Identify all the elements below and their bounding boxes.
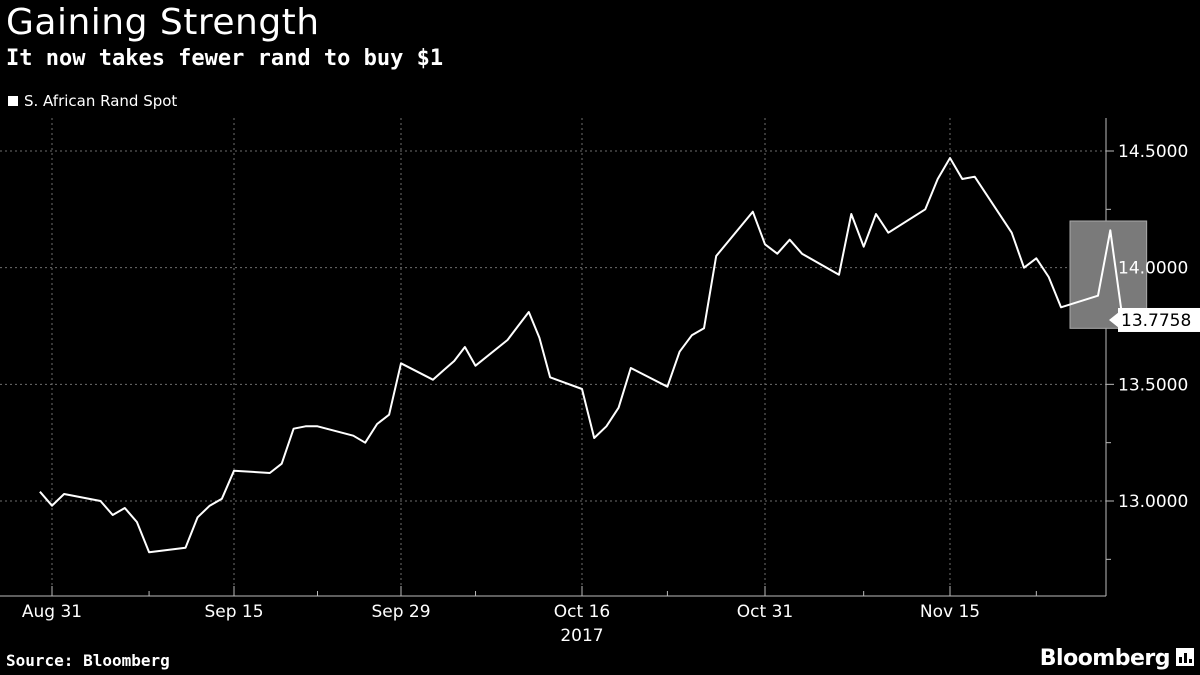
y-tick-label: 14.0000 <box>1118 259 1188 279</box>
legend: S. African Rand Spot <box>8 92 177 110</box>
series <box>39 157 1148 554</box>
x-tick-label: Sep 15 <box>204 602 263 622</box>
y-tick-label: 14.5000 <box>1118 142 1188 162</box>
source-note: Source: Bloomberg <box>6 651 170 670</box>
grid <box>0 118 1106 596</box>
chart-title: Gaining Strength <box>6 2 320 43</box>
y-tick-label: 13.5000 <box>1118 375 1188 395</box>
brand-logo-text: Bloomberg <box>1039 646 1171 671</box>
series-line-rand-spot <box>39 157 1124 554</box>
tick-labels: 14.5000 14.0000 13.5000 13.0000 13.7758 Aug 3… <box>22 142 1200 646</box>
legend-swatch <box>8 96 18 106</box>
y-tick-label: 13.0000 <box>1118 492 1188 512</box>
bloomberg-chart-icon <box>1176 648 1194 666</box>
x-year-label: 2017 <box>560 626 603 646</box>
last-value-label: 13.7758 <box>1121 311 1191 331</box>
x-tick-label: Oct 16 <box>554 602 610 622</box>
axes <box>0 118 1114 597</box>
x-tick-label: Oct 31 <box>737 602 793 622</box>
x-tick-label: Aug 31 <box>22 602 82 622</box>
last-value-box <box>1118 307 1200 332</box>
x-tick-label: Sep 29 <box>371 602 430 622</box>
legend-label: S. African Rand Spot <box>24 92 178 110</box>
x-tick-label: Nov 15 <box>920 602 980 622</box>
last-value-pointer <box>1109 311 1119 328</box>
chart-subtitle: It now takes fewer rand to buy $1 <box>6 46 444 71</box>
